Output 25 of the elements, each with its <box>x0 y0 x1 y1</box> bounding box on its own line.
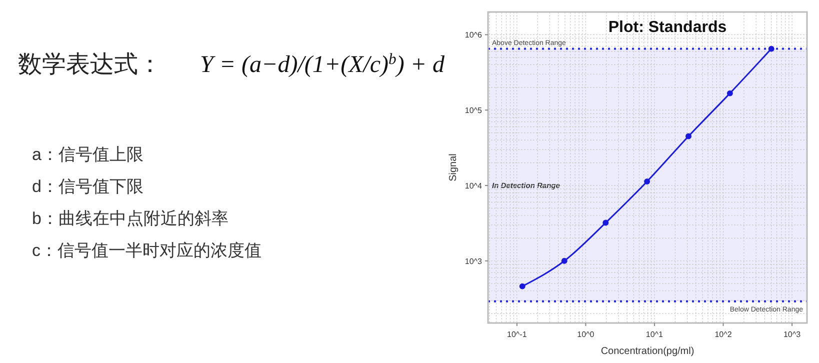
x-tick-label: 10^0 <box>577 330 595 339</box>
y-axis-title: Signal <box>448 154 459 182</box>
text: c：信号值一半时对应的浓度值 <box>32 241 262 260</box>
chart-title: Plot: Standards <box>608 19 727 36</box>
y-tick-label: 10^6 <box>464 30 483 40</box>
point <box>686 133 692 140</box>
y-tick-label: 10^3 <box>464 256 483 266</box>
text: Y = (a−d)/(1+(X/c)$^{b}$) + d <box>200 50 446 78</box>
x-tick-label: 10^-1 <box>507 330 528 339</box>
point <box>644 178 650 184</box>
x-tick-label: 10^1 <box>646 330 664 339</box>
x-tick-label: 10^3 <box>783 330 802 339</box>
text: a：信号值上限 <box>32 145 144 164</box>
point <box>768 46 774 52</box>
text: b：曲线在中点附近的斜率 <box>32 209 228 228</box>
text: 数学表达式： <box>18 51 162 78</box>
y-tick-label: 10^4 <box>464 181 483 190</box>
point <box>519 283 526 290</box>
y-tick-label: 10^5 <box>464 106 483 116</box>
point <box>726 90 733 96</box>
text: d：信号值下限 <box>32 177 144 196</box>
x-tick-label: 10^2 <box>714 330 732 339</box>
x-axis-title: Concentration(pg/ml) <box>600 346 694 357</box>
point <box>602 220 609 226</box>
point <box>561 258 568 264</box>
